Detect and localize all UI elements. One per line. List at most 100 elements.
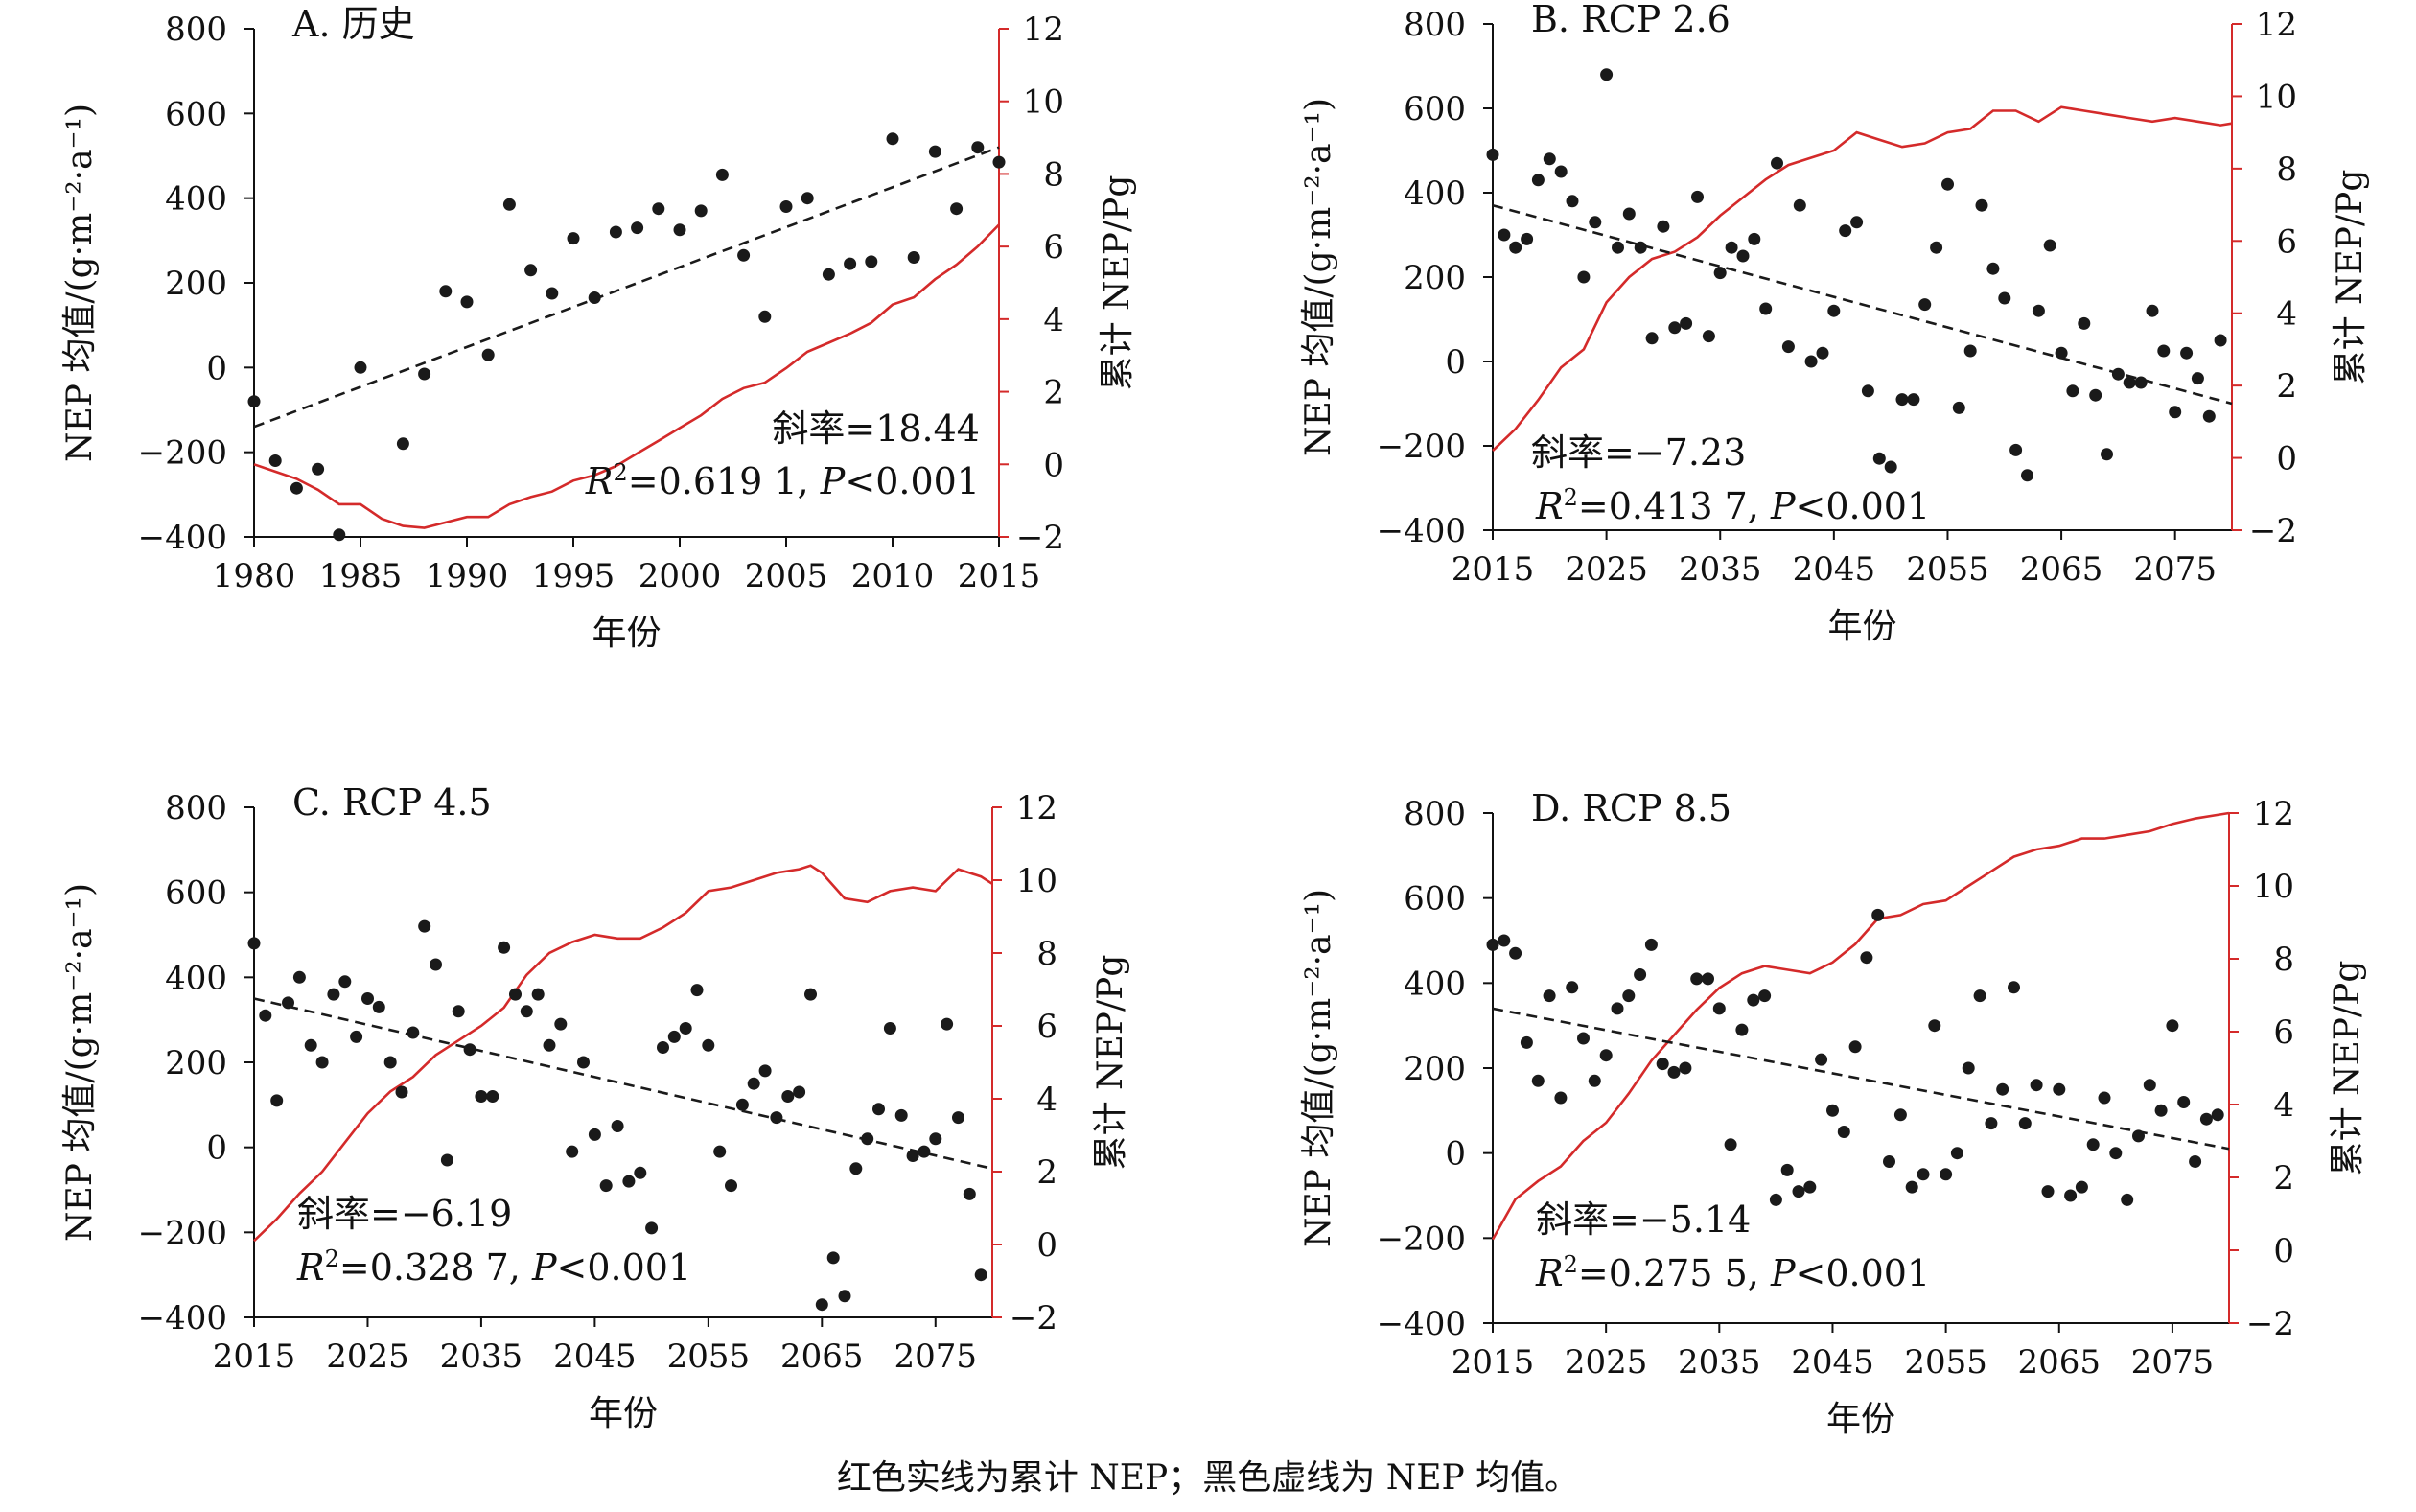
data-point (1771, 156, 1783, 170)
data-point (1769, 1193, 1782, 1206)
left-y-tick-label: 200 (1404, 259, 1466, 297)
data-point (546, 287, 559, 300)
data-point (2211, 1108, 2224, 1122)
right-y-tick-label: 6 (1036, 1008, 1057, 1046)
data-point (1566, 195, 1579, 208)
data-point (1827, 304, 1841, 317)
left-y-tick-label: 0 (206, 1129, 227, 1168)
data-point (1690, 972, 1704, 986)
data-point (1486, 148, 1499, 161)
data-point (407, 1026, 420, 1039)
data-point (2189, 1155, 2202, 1168)
data-point (1577, 270, 1591, 284)
data-point (673, 223, 686, 237)
data-point (1803, 1180, 1817, 1194)
data-point (1826, 1104, 1839, 1117)
data-point (645, 1221, 659, 1235)
data-point (1747, 993, 1760, 1007)
cumulative-nep-line (1491, 811, 2230, 1241)
x-tick-label: 2025 (1565, 1343, 1648, 1382)
data-point (2075, 1180, 2088, 1194)
data-point (290, 481, 303, 495)
right-y-tick-label: 8 (1036, 935, 1057, 973)
data-point (801, 192, 814, 205)
x-tick-label: 1980 (213, 557, 296, 595)
data-point (1962, 1061, 1975, 1075)
data-point (1735, 1023, 1749, 1036)
left-y-tick-label: −200 (138, 434, 227, 473)
data-point (268, 454, 282, 467)
left-y-tick-label: −400 (1377, 1305, 1466, 1343)
data-point (1712, 1002, 1726, 1015)
data-point (395, 1085, 408, 1099)
right-y-tick-label: 0 (1036, 1226, 1057, 1265)
data-point (475, 1090, 488, 1103)
data-point (2199, 1112, 2213, 1126)
cumulative-nep-line (253, 223, 1000, 529)
x-tick-label: 2075 (2131, 1343, 2215, 1382)
data-point (2146, 304, 2159, 317)
left-y-tick-label: 0 (1445, 1135, 1466, 1174)
data-point (1792, 1185, 1805, 1198)
data-point (2169, 406, 2182, 419)
data-point (1554, 165, 1568, 178)
data-point (247, 395, 261, 408)
x-tick-label: 1990 (426, 557, 509, 595)
data-point (1622, 207, 1636, 221)
data-point (439, 285, 453, 298)
data-point (2202, 409, 2216, 423)
data-point (992, 155, 1006, 169)
right-y-tick-label: 10 (1016, 862, 1057, 900)
x-tick-label: 2000 (639, 557, 722, 595)
data-point (460, 295, 474, 309)
data-point (463, 1043, 476, 1057)
data-point (725, 1179, 737, 1193)
data-point (1486, 938, 1499, 951)
right-y-tick-label: −2 (1016, 519, 1064, 557)
right-y-tick-label: 4 (1043, 301, 1064, 339)
right-y-tick-label: 0 (1043, 446, 1064, 484)
panel-a-historical: −400 −200 0 200 400 600 800 −2 0 2 4 6 8 10 12 1980 1985… (60, 3, 1137, 653)
data-point (690, 984, 704, 997)
data-point (588, 291, 601, 304)
right-y-tick-label: 12 (1016, 789, 1057, 827)
right-y-tick-label: −2 (2246, 1305, 2294, 1343)
data-point (822, 268, 835, 281)
right-y-tick-label: 6 (1043, 228, 1064, 267)
data-point (1634, 968, 1647, 981)
data-point (304, 1038, 317, 1052)
data-point (1702, 330, 1715, 343)
trend-line (1492, 203, 2233, 406)
x-tick-label: 2065 (780, 1338, 864, 1376)
left-y-tick-label: 600 (165, 874, 227, 913)
data-point (1781, 340, 1795, 354)
data-point (758, 1064, 772, 1078)
data-point (735, 1098, 749, 1111)
data-point (928, 145, 941, 158)
data-point (906, 1150, 919, 1162)
x-axis-title: 年份 (1826, 1400, 1895, 1439)
r2-annotation: R2=0.413 7, P<0.001 (1535, 484, 1930, 527)
data-point (2086, 1138, 2100, 1151)
x-tick-label: 2025 (1565, 550, 1648, 589)
trend-line (1492, 1007, 2230, 1151)
data-point (554, 1017, 568, 1031)
right-y-tick-label: 4 (2273, 1086, 2294, 1125)
data-point (2132, 1129, 2145, 1143)
data-point (694, 204, 708, 218)
data-point (531, 988, 545, 1001)
data-point (1498, 934, 1511, 947)
data-point (1645, 332, 1659, 345)
x-tick-label: 1985 (319, 557, 403, 595)
data-point (1758, 989, 1772, 1003)
data-point (333, 528, 346, 542)
data-point (941, 1017, 954, 1031)
data-point (1521, 232, 1534, 245)
data-point (282, 996, 294, 1010)
data-point (1667, 1065, 1681, 1079)
right-y-axis-title: 累计 NEP/Pg (1091, 955, 1130, 1171)
data-point (1554, 1091, 1568, 1105)
left-y-tick-label: −200 (1377, 1220, 1466, 1258)
data-point (350, 1030, 363, 1043)
right-y-tick-label: 4 (1036, 1081, 1057, 1119)
